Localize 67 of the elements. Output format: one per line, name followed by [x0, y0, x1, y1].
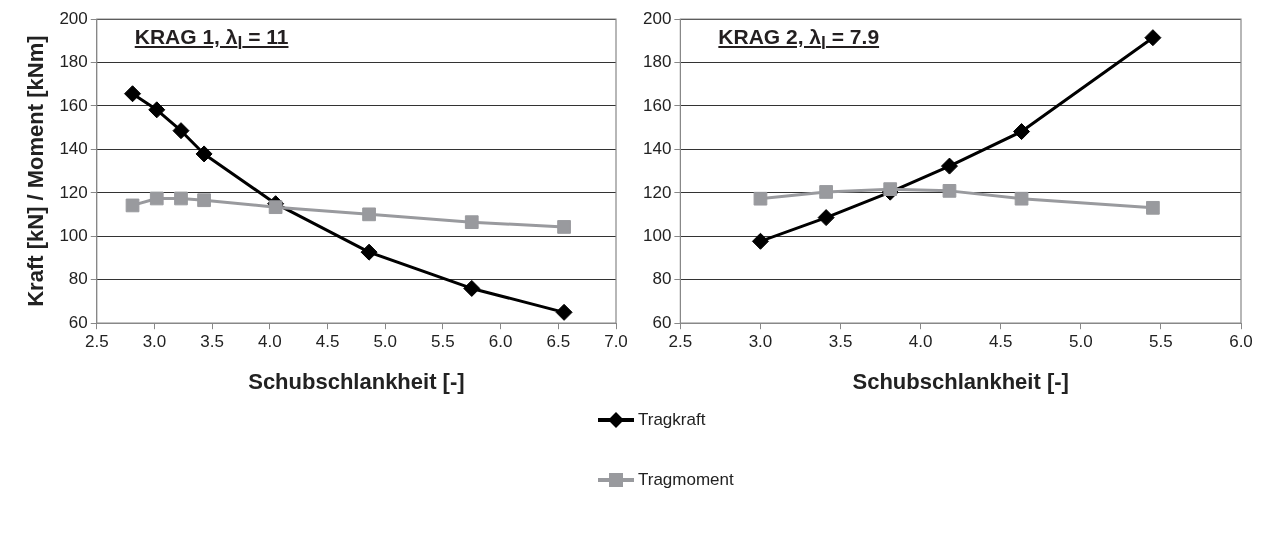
x-tick-label: 4.0 — [908, 332, 933, 352]
point — [148, 101, 166, 119]
y-tick-label: 180 — [59, 52, 88, 72]
x-tick-label: 5.0 — [373, 332, 398, 352]
y-tick-label: 120 — [642, 182, 672, 202]
chart-title: KRAG 2, λ$_{l}$ = 7.9 — [718, 25, 880, 55]
point — [1014, 191, 1029, 206]
x-tick-label: 3.5 — [828, 332, 853, 352]
point — [172, 122, 190, 140]
chart-title: KRAG 1, λ$_{l}$ = 11 — [134, 25, 289, 55]
x-tick-label: 3.0 — [142, 332, 167, 352]
point — [195, 145, 213, 163]
y-axis-title: Kraft [kN] / Moment [kNm] — [23, 35, 49, 307]
x-tick-label: 7.0 — [604, 332, 628, 352]
x-tick-label: 6.0 — [488, 332, 513, 352]
point — [268, 200, 283, 215]
point — [1013, 123, 1031, 141]
point — [940, 157, 958, 175]
x-axis-title: Schubschlankheit [-] — [852, 368, 1069, 394]
point — [751, 232, 769, 250]
point — [819, 185, 833, 199]
x-tick-label: 4.5 — [988, 332, 1013, 352]
point — [125, 198, 140, 213]
y-tick-label: 200 — [642, 8, 672, 28]
y-tick-label: 120 — [59, 182, 88, 202]
x-tick-label: 2.5 — [668, 332, 693, 352]
legend-label: Tragmoment — [638, 470, 734, 490]
x-tick-label: 6.0 — [1229, 332, 1253, 352]
point — [753, 191, 768, 206]
y-tick-label: 60 — [68, 312, 88, 332]
point — [942, 184, 957, 198]
y-tick-label: 200 — [59, 8, 88, 28]
x-tick-label: 6.5 — [546, 332, 571, 352]
x-tick-label: 3.0 — [748, 332, 773, 352]
x-tick-label: 2.5 — [84, 332, 109, 352]
point — [149, 191, 164, 206]
point — [1144, 29, 1162, 47]
x-axis-title: Schubschlankheit [-] — [248, 368, 465, 394]
y-tick-label: 80 — [652, 269, 672, 289]
y-tick-label: 80 — [68, 269, 88, 289]
x-tick-label: 5.5 — [1149, 332, 1173, 352]
y-tick-label: 60 — [652, 312, 672, 332]
x-tick-label: 4.0 — [258, 332, 282, 352]
point — [124, 85, 142, 103]
point — [463, 279, 481, 297]
point — [174, 191, 188, 206]
point — [883, 182, 898, 196]
y-tick-label: 100 — [642, 225, 672, 245]
legend-label: Tragkraft — [638, 410, 706, 430]
y-tick-label: 180 — [642, 52, 672, 72]
point — [557, 220, 571, 234]
y-tick-label: 140 — [59, 139, 88, 159]
x-tick-label: 5.5 — [431, 332, 455, 352]
point — [464, 215, 479, 230]
point — [1146, 200, 1160, 215]
y-tick-label: 100 — [59, 225, 88, 245]
point — [817, 209, 835, 227]
y-tick-label: 160 — [642, 95, 672, 115]
x-tick-label: 3.5 — [200, 332, 224, 352]
y-tick-label: 160 — [59, 95, 88, 115]
point — [360, 243, 378, 261]
x-tick-label: 4.5 — [315, 332, 340, 352]
point — [197, 193, 211, 208]
point — [362, 207, 376, 222]
y-tick-label: 140 — [642, 139, 672, 159]
x-tick-label: 5.0 — [1069, 332, 1093, 352]
point — [555, 303, 573, 321]
